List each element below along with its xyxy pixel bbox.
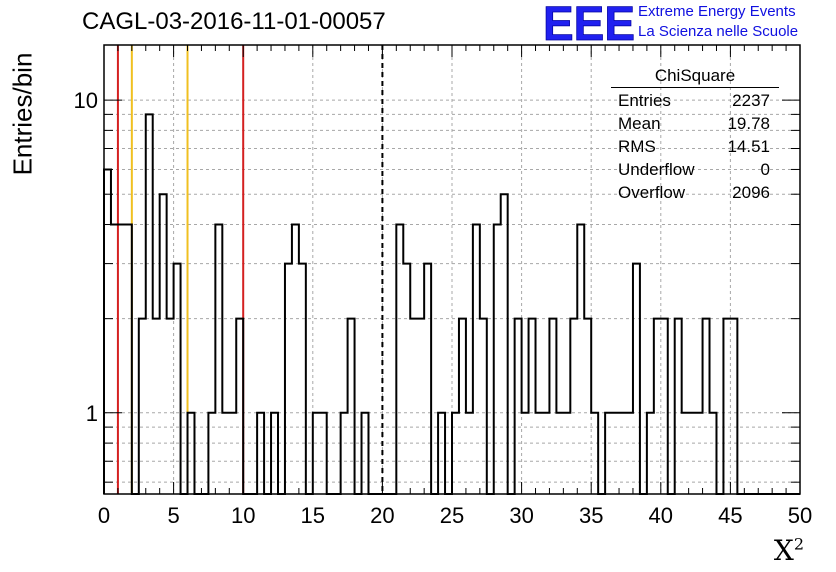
histogram-bar: [577, 225, 584, 494]
histogram-bar: [153, 319, 160, 494]
histogram-bar: [160, 194, 167, 494]
histogram-bar: [285, 264, 292, 494]
histogram-bar: [236, 319, 243, 494]
histogram-bar: [723, 319, 730, 494]
eee-logo: EEE: [543, 2, 635, 44]
histogram-outline: [103, 113, 800, 495]
x-tick-label: 0: [98, 503, 110, 528]
x-tick-label: 40: [649, 503, 673, 528]
x-tick-label: 30: [509, 503, 533, 528]
histogram-bar: [459, 319, 466, 494]
stats-row-mean: Mean 19.78: [618, 114, 770, 133]
x-tick-label: 25: [440, 503, 464, 528]
x-tick-label: 45: [718, 503, 742, 528]
histogram-bar: [111, 225, 118, 494]
histogram-bar: [215, 225, 222, 494]
histogram-bar: [501, 194, 508, 494]
histogram-bar: [348, 319, 355, 494]
y-axis-label: Entries/bin: [7, 52, 38, 176]
histogram-bar: [661, 319, 668, 494]
chart-title: CAGL-03-2016-11-01-00057: [82, 8, 386, 35]
histogram-bar: [675, 319, 682, 494]
x-tick-label: 20: [370, 503, 394, 528]
x-tick-label: 10: [231, 503, 255, 528]
histogram-bar: [403, 264, 410, 494]
histogram-bar: [299, 264, 306, 494]
histogram-bar: [473, 225, 480, 494]
svg-text:EEE: EEE: [543, 2, 635, 44]
stats-row-entries: Entries 2237: [618, 91, 770, 110]
x-tick-label: 15: [301, 503, 325, 528]
histogram-bar: [480, 319, 487, 494]
histogram-bar: [125, 225, 132, 494]
histogram-bar: [417, 319, 424, 494]
histogram-bar: [515, 319, 522, 494]
stats-row-rms: RMS 14.51: [618, 137, 770, 156]
y-tick-label: 10: [74, 88, 98, 113]
stats-row-overflow: Overflow 2096: [618, 183, 770, 202]
histogram-bar: [549, 319, 556, 494]
stats-title: ChiSquare: [611, 66, 779, 88]
histogram-bar: [396, 225, 403, 494]
stats-row-underflow: Underflow 0: [618, 160, 770, 179]
histogram-bar: [104, 169, 111, 494]
histogram-bar: [174, 264, 181, 494]
histogram-bar: [167, 319, 174, 494]
histogram-bar: [703, 319, 710, 494]
histogram-bar: [730, 319, 737, 494]
histogram-bar: [633, 264, 640, 494]
histogram-bar: [139, 319, 146, 494]
histogram-bar: [118, 225, 125, 494]
brand-line-2: La Scienza nelle Scuole: [638, 23, 799, 40]
histogram-bar: [584, 319, 591, 494]
y-tick-label: 1: [86, 401, 98, 426]
histogram-bar: [146, 114, 153, 494]
histogram-bar: [410, 319, 417, 494]
brand-line-1: Extreme Energy Events: [638, 3, 796, 20]
x-axis-label: X2: [773, 534, 804, 567]
histogram-bar: [570, 319, 577, 494]
x-tick-label: 35: [579, 503, 603, 528]
histogram-bar: [292, 225, 299, 494]
x-tick-label: 5: [167, 503, 179, 528]
histogram-bar: [424, 264, 431, 494]
histogram-bar: [654, 319, 661, 494]
histogram-bar: [494, 225, 501, 494]
x-tick-label: 50: [788, 503, 812, 528]
stats-box: ChiSquare Entries 2237 Mean 19.78 RMS 14.51…: [611, 66, 779, 204]
histogram-bar: [529, 319, 536, 494]
